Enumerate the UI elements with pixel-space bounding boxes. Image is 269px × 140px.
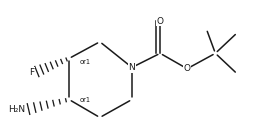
- Text: O: O: [184, 64, 191, 73]
- Text: O: O: [157, 17, 164, 26]
- Text: H₂N: H₂N: [8, 105, 25, 114]
- Text: N: N: [129, 63, 135, 72]
- Text: or1: or1: [79, 59, 90, 65]
- Text: F: F: [29, 68, 34, 77]
- Text: or1: or1: [79, 96, 90, 102]
